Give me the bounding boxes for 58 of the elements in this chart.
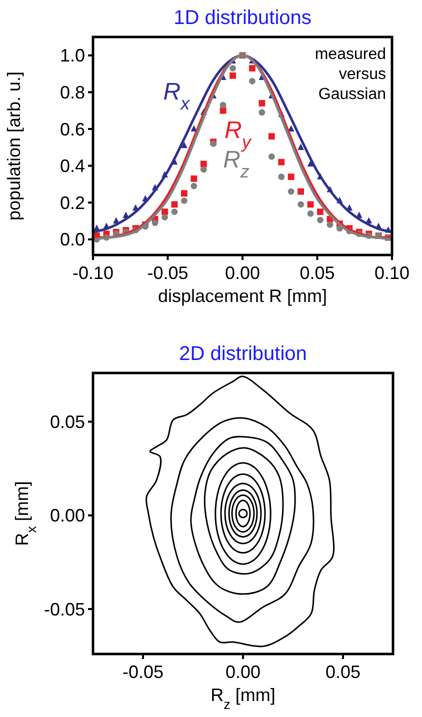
point [298, 144, 304, 150]
y-tick-label: 0.00 [50, 506, 85, 526]
point [258, 100, 266, 106]
point [317, 208, 324, 215]
point [190, 182, 198, 190]
point [162, 208, 168, 215]
point [317, 216, 324, 224]
y-tick-label: 0.4 [60, 156, 85, 176]
y-tick-label: 0.2 [60, 192, 85, 213]
x-tick-label: -0.05 [122, 662, 164, 682]
point [162, 214, 168, 220]
x-tick-label: -0.10 [72, 263, 114, 283]
point [220, 107, 226, 114]
y-tick-label: 0.0 [60, 230, 85, 250]
point [278, 174, 285, 180]
x-tick-label: 0.05 [325, 662, 361, 682]
point [152, 220, 158, 226]
x-tick-label: 0.10 [374, 263, 410, 283]
point [298, 188, 304, 195]
point [200, 166, 207, 173]
point [180, 190, 188, 197]
chart-title: 1D distributions [174, 7, 312, 29]
point [180, 142, 188, 148]
y-axis-title: population [arb. u.] [4, 71, 24, 221]
x-tick-label: -0.05 [147, 263, 188, 283]
annotation: measured versus Gaussian [314, 46, 386, 103]
point [220, 102, 226, 108]
y-tick-label: 0.6 [60, 119, 85, 140]
point [200, 160, 207, 168]
point [268, 153, 275, 160]
y-tick-label: 0.05 [50, 412, 85, 432]
point [230, 65, 236, 72]
point [190, 175, 198, 182]
x-tick-label: 0.00 [225, 662, 261, 682]
x-tick-label: 0.05 [300, 263, 335, 283]
x-axis-title: displacement R [mm] [158, 286, 328, 306]
point [288, 188, 294, 195]
point [278, 158, 285, 166]
point [268, 133, 275, 140]
point [307, 210, 314, 217]
chart-title: 2D distribution [179, 343, 307, 365]
point [230, 72, 236, 79]
point [171, 201, 178, 208]
x-axis-title: R$_{z}$ [mm] [210, 685, 276, 712]
point [180, 198, 188, 204]
point [307, 201, 314, 208]
point [258, 109, 266, 116]
x-tick-label: 0.00 [224, 263, 260, 283]
y-tick-label: 1.0 [60, 46, 85, 66]
point [288, 174, 294, 180]
y-tick-label: -0.05 [44, 599, 85, 620]
point [249, 78, 256, 84]
point [171, 208, 178, 215]
point [326, 221, 334, 228]
point [249, 65, 256, 72]
point [298, 201, 304, 208]
y-tick-label: 0.8 [60, 82, 85, 102]
series-label: R$_{x}$ [163, 78, 191, 114]
